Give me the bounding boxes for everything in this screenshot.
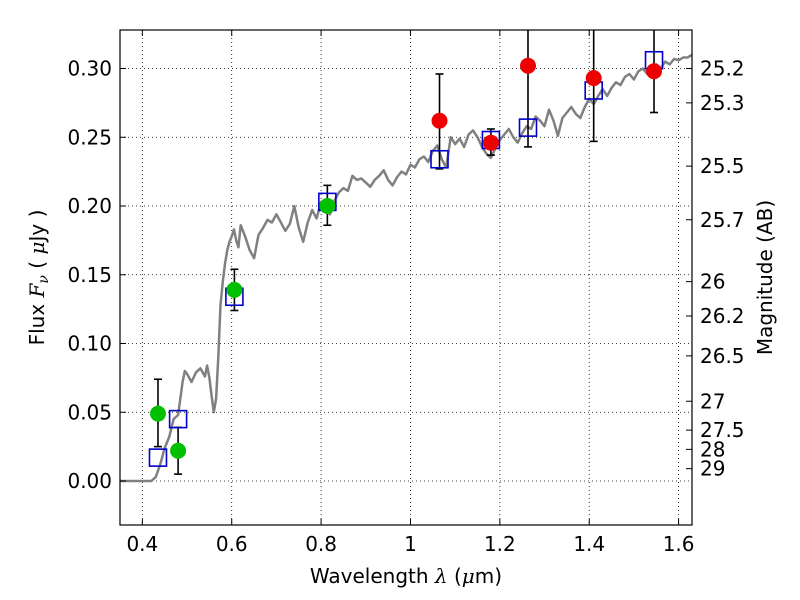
model-square-marker [518, 118, 538, 137]
y-axis-label-sub: ν [36, 275, 52, 284]
x-tick-label: 1.4 [573, 532, 605, 556]
x-axis-label-symbol: λ [434, 564, 448, 588]
x-tick-label: 0.4 [126, 532, 158, 556]
y-tick-label: 0.00 [67, 469, 112, 493]
grid [120, 30, 692, 525]
y-tick-label: 0.30 [67, 57, 112, 81]
y-axis-label-unit: Jy ) [25, 210, 49, 244]
y-tick-label: 0.15 [67, 263, 112, 287]
magnitude-tick-label: 26.2 [700, 304, 745, 328]
magnitude-tick-label: 25.5 [700, 154, 745, 178]
magnitude-tick-label: 27 [700, 389, 725, 413]
plot-frame [119, 29, 693, 526]
magnitude-axis-label: Magnitude (AB) [753, 200, 777, 355]
magnitude-tick-label: 26.5 [700, 344, 745, 368]
y-tick-label: 0.05 [67, 400, 112, 424]
x-axis-label-unit-mu: μ [462, 564, 475, 588]
x-tick-label: 0.8 [305, 532, 337, 556]
y-axis-label-unit-open: ( [25, 261, 49, 269]
model-square-marker [148, 448, 168, 467]
y-axis-label-text: Flux [25, 304, 49, 346]
x-tick-label: 1 [404, 532, 417, 556]
x-axis-label-text: Wavelength [310, 564, 429, 588]
y-axis-label-unit-mu: μ [25, 242, 49, 255]
x-axis-label: Wavelength λ (μm) [310, 564, 502, 588]
nir-data-point [519, 57, 536, 74]
model-square-marker [430, 149, 449, 169]
magnitude-tick-label: 28 [700, 437, 725, 461]
magnitude-tick-label: 25.3 [700, 91, 745, 115]
y-tick-label: 0.10 [67, 332, 112, 356]
magnitude-tick-label: 27.5 [700, 418, 745, 442]
nir-data-point [431, 112, 448, 129]
nir-data-point [585, 70, 602, 87]
magnitude-tick-label: 25.2 [700, 57, 745, 81]
magnitude-tick-label: 29 [700, 457, 725, 481]
nir-data-point [646, 63, 663, 80]
y-tick-label: 0.25 [67, 125, 112, 149]
optical-data-point [226, 281, 243, 298]
optical-data-point [149, 405, 166, 422]
plot-background [120, 30, 692, 525]
optical-data-point [170, 442, 187, 459]
x-axis-label-unit-open: ( [454, 564, 462, 588]
x-tick-label: 1.6 [663, 532, 695, 556]
magnitude-tick-label: 26 [700, 270, 725, 294]
ticks: 0.4 0.6 0.8 1 1.2 1.4 1.6 0.00 0.05 0.10 0.15 0.20 0… [67, 30, 745, 556]
x-tick-label: 0.6 [216, 532, 248, 556]
nir-data-point [482, 134, 499, 151]
optical-data-point [319, 198, 336, 214]
marker-layer [148, 50, 664, 467]
magnitude-tick-label: 25.7 [700, 208, 745, 232]
y-tick-label: 0.20 [67, 194, 112, 218]
y-axis-label: Flux Fν ( μJy ) [25, 210, 52, 346]
x-tick-label: 1.2 [484, 532, 516, 556]
model-square-marker [168, 409, 188, 429]
x-axis-label-unit: m) [475, 564, 502, 588]
y-axis-label-symbol: F [25, 282, 49, 298]
